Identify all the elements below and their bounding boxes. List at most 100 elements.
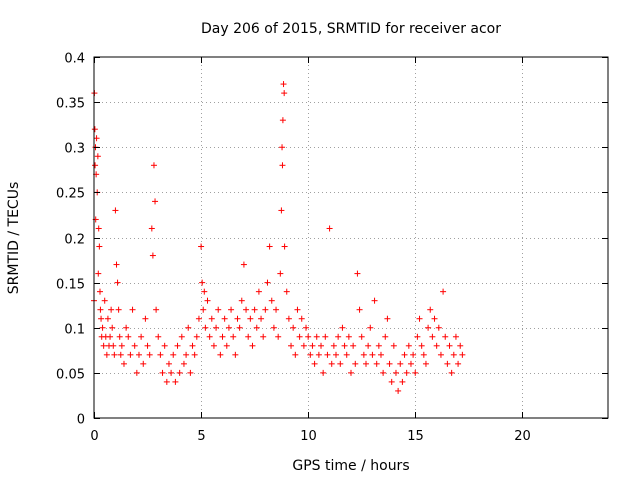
data-point — [303, 324, 310, 331]
x-tick-label: 10 — [300, 429, 317, 444]
data-point — [300, 342, 307, 349]
data-point — [343, 351, 350, 358]
data-point — [165, 360, 172, 367]
data-point — [168, 369, 175, 376]
data-point — [232, 351, 239, 358]
data-point — [457, 342, 464, 349]
data-point — [435, 324, 442, 331]
data-point — [123, 324, 130, 331]
data-point — [150, 162, 157, 169]
data-point — [152, 198, 159, 205]
data-point — [279, 144, 286, 151]
data-point — [311, 360, 318, 367]
data-point — [163, 378, 170, 385]
data-point — [281, 243, 288, 250]
data-point — [360, 351, 367, 358]
chart-title: Day 206 of 2015, SRMTID for receiver aco… — [201, 21, 501, 37]
data-point — [292, 351, 299, 358]
data-point — [140, 360, 147, 367]
data-point — [320, 369, 327, 376]
data-point — [392, 369, 399, 376]
data-point — [333, 351, 340, 358]
x-tick-label: 20 — [514, 429, 531, 444]
data-point — [153, 306, 160, 313]
data-point — [450, 351, 457, 358]
data-point — [270, 324, 277, 331]
data-point — [405, 342, 412, 349]
data-point — [279, 117, 286, 124]
data-point — [217, 351, 224, 358]
data-point — [390, 342, 397, 349]
y-tick-label: 0 — [77, 413, 85, 428]
data-point — [420, 351, 427, 358]
data-point — [200, 306, 207, 313]
data-point — [201, 288, 208, 295]
data-point — [111, 351, 118, 358]
data-point — [388, 378, 395, 385]
data-point — [395, 387, 402, 394]
data-point — [328, 360, 335, 367]
data-point — [377, 351, 384, 358]
data-point — [307, 351, 314, 358]
data-point — [189, 342, 196, 349]
data-point — [170, 351, 177, 358]
data-point — [127, 351, 134, 358]
data-point — [330, 342, 337, 349]
data-point — [354, 270, 361, 277]
data-point — [260, 333, 267, 340]
data-point — [362, 360, 369, 367]
data-point — [380, 369, 387, 376]
data-point — [459, 351, 466, 358]
data-point — [403, 369, 410, 376]
data-point — [322, 333, 329, 340]
data-point — [95, 225, 102, 232]
data-point — [228, 306, 235, 313]
data-point — [178, 333, 185, 340]
data-point — [95, 270, 102, 277]
x-tick-label: 15 — [407, 429, 424, 444]
data-point — [337, 360, 344, 367]
data-point — [431, 315, 438, 322]
data-point — [213, 324, 220, 331]
data-point — [429, 333, 436, 340]
data-point — [356, 306, 363, 313]
data-point — [358, 333, 365, 340]
data-point — [103, 351, 110, 358]
data-point — [335, 333, 342, 340]
data-point — [183, 351, 190, 358]
data-point — [101, 297, 108, 304]
x-tick-label: 0 — [90, 429, 98, 444]
data-point — [98, 315, 105, 322]
data-point — [94, 153, 101, 160]
data-point — [367, 324, 374, 331]
data-point — [236, 324, 243, 331]
data-point — [442, 333, 449, 340]
data-point — [142, 315, 149, 322]
data-point — [135, 351, 142, 358]
data-point — [133, 369, 140, 376]
data-point — [369, 351, 376, 358]
data-point — [174, 342, 181, 349]
data-point — [243, 306, 250, 313]
data-point — [176, 369, 183, 376]
data-point — [247, 315, 254, 322]
data-point — [191, 351, 198, 358]
y-tick-label: 0.2 — [64, 233, 85, 248]
data-point — [118, 342, 125, 349]
data-point — [148, 225, 155, 232]
y-tick-label: 0.1 — [64, 323, 85, 338]
data-point — [384, 315, 391, 322]
data-point — [225, 324, 232, 331]
data-point — [313, 333, 320, 340]
x-axis-label: GPS time / hours — [292, 458, 409, 474]
data-point — [138, 333, 145, 340]
data-point — [159, 369, 166, 376]
data-point — [298, 315, 305, 322]
data-point — [416, 315, 423, 322]
data-point — [199, 279, 206, 286]
data-point — [446, 342, 453, 349]
data-point — [172, 378, 179, 385]
data-point — [294, 306, 301, 313]
data-point — [99, 324, 106, 331]
data-point — [348, 369, 354, 376]
